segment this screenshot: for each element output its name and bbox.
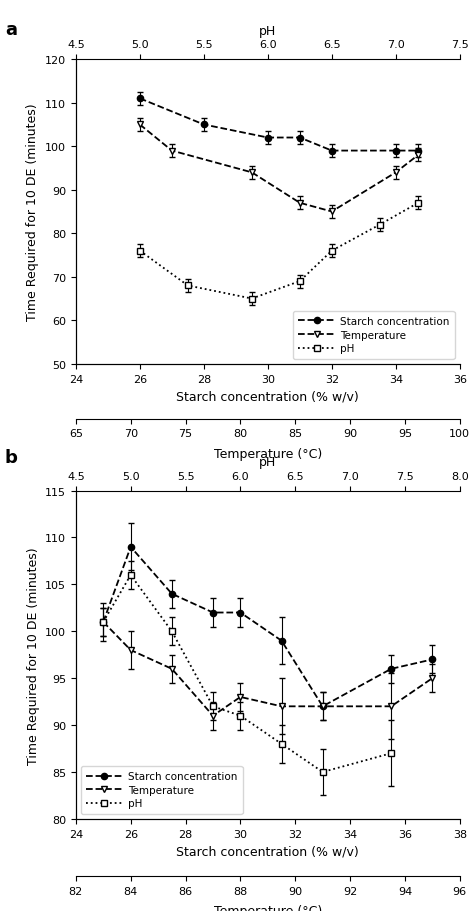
Legend: Starch concentration, Temperature, pH: Starch concentration, Temperature, pH xyxy=(293,312,455,359)
Y-axis label: Time Required for 10 DE (minutes): Time Required for 10 DE (minutes) xyxy=(27,547,39,763)
X-axis label: Starch concentration (% w/v): Starch concentration (% w/v) xyxy=(176,844,359,857)
X-axis label: Starch concentration (% w/v): Starch concentration (% w/v) xyxy=(176,390,359,403)
X-axis label: Temperature (°C): Temperature (°C) xyxy=(214,905,322,911)
Text: b: b xyxy=(5,448,18,466)
Text: a: a xyxy=(5,21,17,38)
X-axis label: pH: pH xyxy=(259,456,276,469)
X-axis label: Temperature (°C): Temperature (°C) xyxy=(214,447,322,460)
Y-axis label: Time Required for 10 DE (minutes): Time Required for 10 DE (minutes) xyxy=(27,104,39,321)
X-axis label: pH: pH xyxy=(259,25,276,38)
Legend: Starch concentration, Temperature, pH: Starch concentration, Temperature, pH xyxy=(81,766,243,814)
